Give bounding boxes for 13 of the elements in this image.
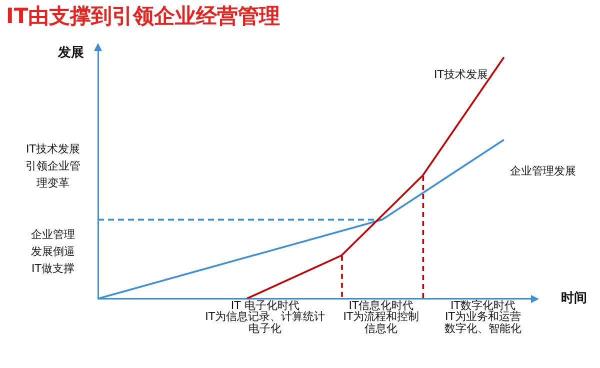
chart-title: IT由支撑到引领企业经营管理	[6, 3, 280, 30]
text: IT为流程和控制信息化	[343, 310, 420, 336]
text: IT数字化时代	[450, 298, 516, 312]
text: IT为业务和运营数字化、智能化	[444, 310, 522, 336]
y-axis-title: 发展	[57, 45, 84, 60]
text: 企业管理发展倒逼IT做支撑	[31, 228, 75, 276]
text: IT信息化时代	[348, 298, 414, 312]
text: IT技术发展引领企业管理变革	[26, 142, 80, 190]
text: 企业管理发展	[510, 164, 576, 178]
text: IT为信息记录、计算统计电子化	[205, 310, 326, 336]
text: IT 电子化时代	[230, 298, 300, 312]
x-axis-title: 时间	[561, 290, 587, 306]
series-label: IT技术发展	[434, 68, 488, 82]
